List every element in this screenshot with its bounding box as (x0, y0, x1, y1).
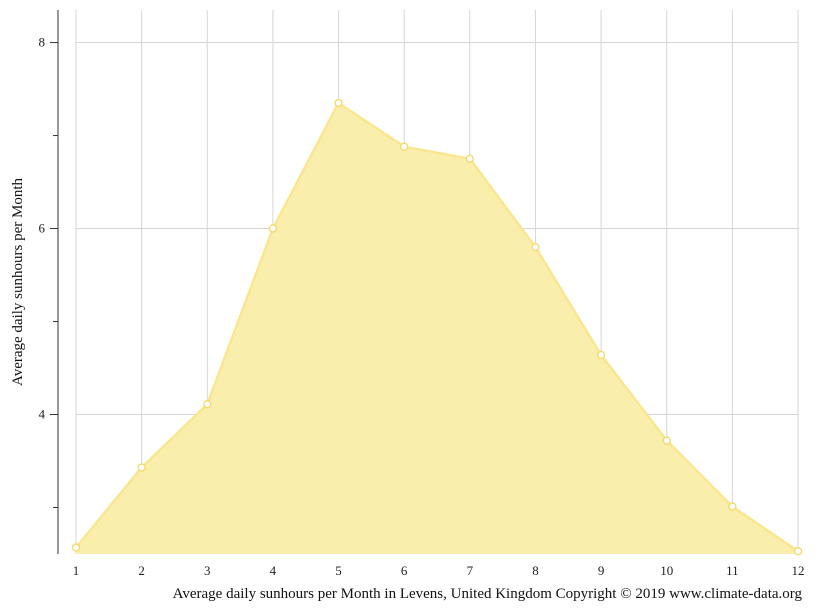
marker-layer (71, 98, 803, 556)
data-point (334, 98, 343, 108)
data-point (596, 350, 606, 360)
x-tick-label: 11 (726, 563, 739, 578)
x-tick-label: 12 (792, 563, 805, 578)
chart-caption: Average daily sunhours per Month in Leve… (173, 586, 803, 602)
x-tick-label: 7 (467, 563, 474, 578)
data-point (400, 142, 409, 151)
x-tick-label: 6 (401, 563, 408, 578)
x-tick-label: 5 (335, 563, 342, 578)
data-point (137, 463, 146, 472)
y-axis-title: Average daily sunhours per Month (10, 178, 26, 387)
x-tick-label: 9 (598, 563, 605, 578)
data-point (728, 502, 737, 511)
y-tick-label: 6 (39, 221, 46, 236)
data-point (531, 242, 540, 252)
data-point (465, 154, 474, 163)
x-tick-label: 8 (532, 563, 539, 578)
data-point (203, 400, 212, 409)
x-tick-label: 2 (138, 563, 145, 578)
x-tick-label: 4 (270, 563, 277, 578)
area-fill (76, 102, 798, 554)
area-layer (75, 101, 799, 554)
x-tick-label: 1 (73, 563, 80, 578)
data-point (268, 224, 278, 233)
data-point (71, 543, 81, 552)
data-point (793, 547, 803, 556)
x-tick-label: 10 (660, 563, 673, 578)
y-tick-label: 4 (39, 407, 46, 422)
y-tick-label: 8 (39, 35, 46, 50)
series-line (75, 101, 799, 553)
data-point (662, 436, 671, 445)
x-tick-label: 3 (204, 563, 211, 578)
